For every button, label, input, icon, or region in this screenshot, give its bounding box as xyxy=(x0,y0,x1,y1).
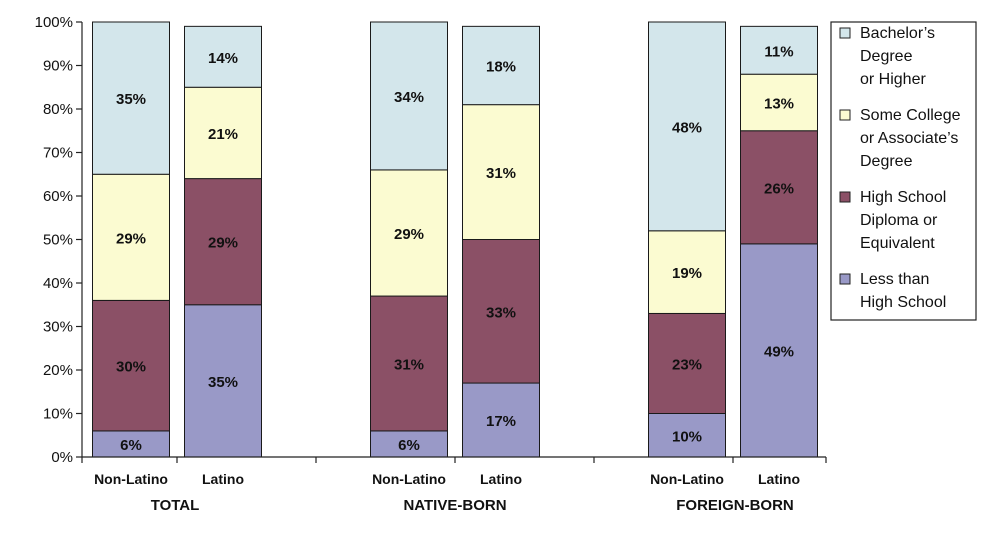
legend-swatch xyxy=(839,109,851,121)
data-label: 18% xyxy=(486,59,516,76)
bar-segment xyxy=(184,304,262,458)
legend-label: Equivalent xyxy=(860,235,935,252)
bar-segment xyxy=(740,130,818,245)
bar-segment xyxy=(92,299,170,432)
x-category-label: Latino xyxy=(480,471,522,487)
data-label: 29% xyxy=(116,230,146,247)
legend-swatch xyxy=(839,273,851,285)
bar-segment xyxy=(462,25,540,106)
y-tick-label: 60% xyxy=(43,188,73,205)
bar-segment xyxy=(184,178,262,306)
legend-label: Bachelor’s xyxy=(860,25,935,42)
y-tick-label: 50% xyxy=(43,232,73,249)
legend-label: Less than xyxy=(860,271,929,288)
legend-label: Some College xyxy=(860,107,961,124)
y-tick-label: 40% xyxy=(43,275,73,292)
y-tick-label: 20% xyxy=(43,362,73,379)
bar-segment xyxy=(184,25,262,88)
data-label: 35% xyxy=(116,91,146,108)
data-label: 6% xyxy=(398,437,420,454)
legend-swatch xyxy=(839,191,851,203)
legend-label: Degree xyxy=(860,48,913,65)
legend-swatch xyxy=(839,27,851,39)
data-label: 33% xyxy=(486,304,516,321)
data-label: 34% xyxy=(394,89,424,106)
data-label: 29% xyxy=(394,226,424,243)
data-label: 17% xyxy=(486,413,516,430)
data-label: 11% xyxy=(764,43,793,60)
legend-label: or Associate’s xyxy=(860,130,958,147)
data-label: 49% xyxy=(764,343,794,360)
data-label: 23% xyxy=(672,356,702,373)
data-label: 26% xyxy=(764,180,794,197)
data-label: 30% xyxy=(116,359,146,376)
x-axis: Non-Latino Latino Non-Latino Latino Non-Lati… xyxy=(81,456,827,514)
bar-segment xyxy=(92,21,170,175)
data-label: 19% xyxy=(672,265,702,282)
data-label: 10% xyxy=(672,428,702,445)
x-category-label: Non-Latino xyxy=(372,471,446,487)
data-label: 35% xyxy=(208,374,238,391)
bar-segment xyxy=(740,25,818,75)
bars: 6% 30% 29% 35% 35% 29% 21% 14% 6% 31% 29% 34% 17% 33%… xyxy=(92,21,818,458)
data-label: 13% xyxy=(764,95,794,112)
data-label: 6% xyxy=(120,437,142,454)
legend-label: High School xyxy=(860,294,946,311)
legend-box xyxy=(830,21,977,321)
bar-segment xyxy=(648,312,726,415)
y-tick-label: 0% xyxy=(51,449,73,466)
legend-label: High School xyxy=(860,189,946,206)
y-tick-label: 90% xyxy=(43,58,73,75)
x-category-label: Non-Latino xyxy=(650,471,724,487)
y-tick-label: 70% xyxy=(43,145,73,162)
legend-label: Diploma or xyxy=(860,212,938,229)
x-category-label: Latino xyxy=(202,471,244,487)
legend-label: or Higher xyxy=(860,71,926,88)
bar-segment xyxy=(370,295,448,432)
data-label: 31% xyxy=(486,165,516,182)
y-tick-label: 80% xyxy=(43,101,73,118)
data-label: 21% xyxy=(208,126,238,143)
legend: Bachelor’s Degree or Higher Some College or … xyxy=(830,21,977,321)
x-group-label: NATIVE-BORN xyxy=(403,497,506,514)
x-category-label: Non-Latino xyxy=(94,471,168,487)
y-tick-label: 10% xyxy=(43,406,73,423)
y-axis: 0% 10% 20% 30% 40% 50% 60% 70% 80% 90% 100% xyxy=(35,14,83,466)
bar-segment xyxy=(648,230,726,314)
x-group-label: FOREIGN-BORN xyxy=(676,497,794,514)
bar-segment xyxy=(648,21,726,232)
y-tick-label: 30% xyxy=(43,319,73,336)
bar-segment xyxy=(184,86,262,180)
data-label: 14% xyxy=(208,50,238,67)
bar-segment xyxy=(462,104,540,241)
x-group-label: TOTAL xyxy=(151,497,200,514)
x-category-label: Latino xyxy=(758,471,800,487)
legend-label: Degree xyxy=(860,153,913,170)
data-label: 48% xyxy=(672,119,702,136)
data-label: 31% xyxy=(394,356,424,373)
y-tick-label: 100% xyxy=(35,14,73,31)
bar-segment xyxy=(648,413,726,458)
bar-segment xyxy=(462,239,540,384)
bar-segment xyxy=(370,21,448,171)
data-label: 29% xyxy=(208,235,238,252)
bar-segment xyxy=(92,430,170,458)
bar-segment xyxy=(740,73,818,132)
bar-segment xyxy=(370,169,448,297)
